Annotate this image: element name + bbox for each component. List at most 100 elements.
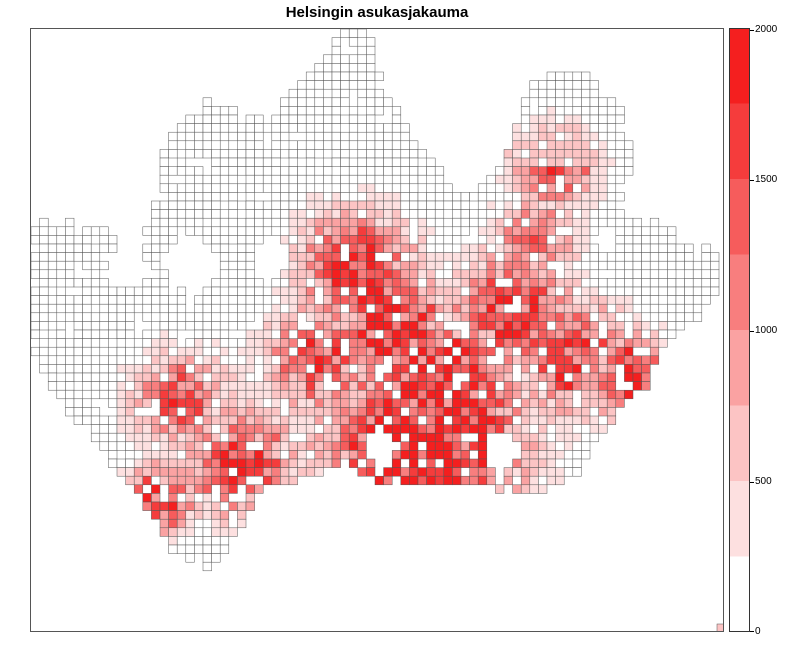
grid-cell [606,157,617,167]
grid-cell [581,252,591,262]
grid-cell [280,329,290,339]
grid-cell [125,295,135,305]
grid-cell [469,415,479,425]
grid-cell [340,54,350,64]
grid-cell [589,157,599,167]
grid-cell [443,260,453,271]
grid-cell [512,424,522,434]
grid-cell [288,321,298,331]
grid-cell [366,338,376,348]
grid-cell [589,346,599,357]
grid-cell [99,226,109,236]
grid-cell [675,243,685,253]
grid-cell [56,389,66,400]
grid-cell [237,398,247,408]
grid-cell [357,183,367,193]
grid-cell [245,338,255,348]
grid-cell [323,226,333,236]
grid-cell [194,544,204,554]
grid-cell [538,286,548,296]
grid-cell [151,364,161,374]
grid-cell [133,346,144,357]
grid-cell [538,192,548,202]
grid-cell [185,510,195,520]
grid-cell [383,398,393,408]
grid-cell [219,415,230,425]
grid-cell [168,398,178,408]
grid-cell [409,458,419,468]
grid-cell [409,329,419,339]
grid-cell [348,63,359,73]
grid-cell [417,149,427,159]
grid-cell [606,381,617,391]
grid-cell [469,372,479,382]
grid-cell [512,312,522,322]
grid-cell [357,174,367,185]
grid-cell [477,338,488,348]
grid-cell [39,235,49,245]
grid-cell [202,553,212,563]
grid-cell [374,174,384,185]
grid-cell [288,243,298,253]
grid-cell [426,269,436,279]
grid-cell [314,415,324,425]
grid-cell [90,338,101,348]
grid-cell [185,355,195,365]
grid-cell [228,450,238,460]
grid-cell [142,493,152,503]
grid-cell [314,63,324,73]
grid-cell [262,329,273,339]
grid-cell [211,407,221,417]
grid-cell [710,278,720,288]
grid-cell [348,312,359,322]
grid-cell [176,544,187,554]
grid-cell [452,192,462,202]
grid-cell [443,183,453,193]
grid-cell [572,415,582,425]
grid-cell [194,209,204,219]
grid-cell [512,217,522,228]
grid-cell [486,183,496,193]
grid-cell [477,346,488,357]
grid-cell [598,286,608,296]
grid-cell [503,389,513,400]
grid-cell [383,217,393,228]
grid-cell [185,372,195,382]
grid-cell [125,424,135,434]
grid-cell [314,174,324,185]
grid-cell [520,329,531,339]
grid-cell [331,80,341,90]
grid-cell [469,389,479,400]
grid-cell [202,226,212,236]
grid-cell [202,389,212,400]
grid-cell [357,450,367,460]
grid-cell [529,389,539,400]
grid-cell [271,278,281,288]
grid-cell [142,295,152,305]
grid-cell [572,226,582,236]
grid-cell [520,131,531,142]
grid-cell [495,312,505,322]
grid-cell [211,235,221,245]
grid-cell [374,475,384,486]
grid-cell [692,278,703,288]
grid-cell [572,407,582,417]
grid-cell [297,346,307,357]
grid-cell [297,295,307,305]
grid-cell [271,209,281,219]
grid-cell [374,235,384,245]
grid-cell [168,424,178,434]
grid-cell [331,407,341,417]
grid-cell [185,174,195,185]
grid-cell [615,157,625,167]
grid-cell [305,346,316,357]
grid-cell [581,415,591,425]
grid-cell [228,407,238,417]
grid-cell [280,209,290,219]
grid-cell [82,235,92,245]
grid-cell [538,106,548,116]
grid-cell [280,149,290,159]
grid-cell [99,286,109,296]
grid-cell [159,355,169,365]
grid-cell [314,71,324,81]
